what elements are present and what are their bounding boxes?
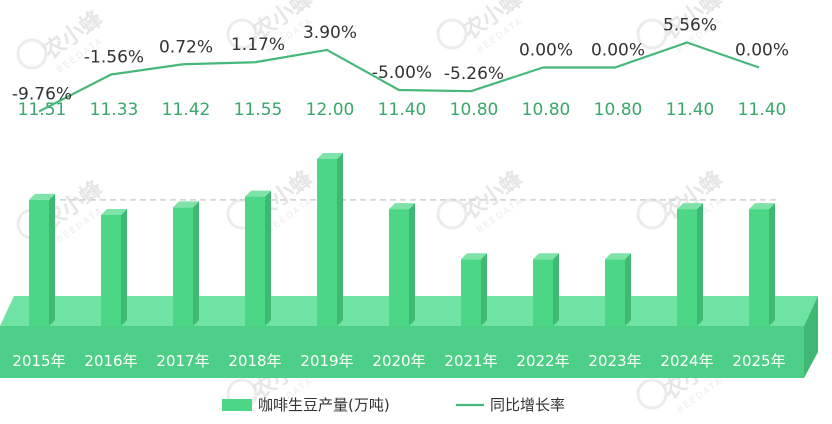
bar-side xyxy=(697,203,703,326)
x-tick-label: 2024年 xyxy=(660,352,713,370)
growth-rate-label: 5.56% xyxy=(663,15,717,35)
growth-rate-label: 3.90% xyxy=(303,23,357,43)
bar-value-label: 11.40 xyxy=(738,100,787,120)
bar xyxy=(533,259,553,326)
bar-side xyxy=(265,190,271,326)
bar-top xyxy=(533,253,559,260)
bar-top xyxy=(749,203,775,210)
bar-value-label: 11.40 xyxy=(378,100,427,120)
watermark-logo-icon xyxy=(16,38,48,70)
x-tick-label: 2022年 xyxy=(516,352,569,370)
x-tick-label: 2020年 xyxy=(372,352,425,370)
bar-top xyxy=(245,190,271,197)
legend-bar-swatch xyxy=(222,399,252,411)
bar xyxy=(605,259,625,326)
bar xyxy=(245,196,265,326)
growth-rate-label: -1.56% xyxy=(84,48,144,68)
watermark-logo-icon xyxy=(226,18,258,50)
growth-rate-label: 0.00% xyxy=(519,41,573,61)
bar-value-label: 11.42 xyxy=(162,100,211,120)
watermark-logo-icon xyxy=(436,18,468,50)
bar-top xyxy=(173,201,199,208)
x-tick-label: 2016年 xyxy=(84,352,137,370)
bar-side xyxy=(337,153,343,326)
x-tick-label: 2023年 xyxy=(588,352,641,370)
bar-side xyxy=(481,253,487,326)
bar-side xyxy=(625,253,631,326)
bar-value-label: 11.55 xyxy=(234,100,283,120)
watermark-logo-icon xyxy=(636,18,668,50)
x-tick-label: 2015年 xyxy=(12,352,65,370)
growth-rate-label: 0.72% xyxy=(159,37,213,57)
bar-top xyxy=(29,193,55,200)
bar xyxy=(389,209,409,326)
bar xyxy=(317,159,337,326)
bar-top xyxy=(605,253,631,260)
bar xyxy=(461,259,481,326)
bar-value-label: 11.33 xyxy=(90,100,139,120)
chart-floor-front xyxy=(0,326,804,378)
bar-side xyxy=(769,203,775,326)
bar-value-label: 12.00 xyxy=(306,100,355,120)
bar-top xyxy=(677,203,703,210)
bar xyxy=(749,209,769,326)
bar-top xyxy=(317,153,343,159)
bar xyxy=(173,207,193,326)
growth-rate-label: 1.17% xyxy=(231,35,285,55)
bar-value-label: 10.80 xyxy=(522,100,571,120)
bar-value-label: 10.80 xyxy=(594,100,643,120)
growth-rate-label: -5.26% xyxy=(444,64,504,84)
x-tick-label: 2021年 xyxy=(444,352,497,370)
bar-value-label: 11.40 xyxy=(666,100,715,120)
legend-bar-label: 咖啡生豆产量(万吨) xyxy=(258,396,390,414)
x-tick-label: 2025年 xyxy=(732,352,785,370)
bar-side xyxy=(49,193,55,326)
bar-side xyxy=(553,253,559,326)
bar-top xyxy=(461,253,487,260)
watermark-logo-icon xyxy=(636,378,668,410)
bar-side xyxy=(121,208,127,326)
bar xyxy=(101,214,121,326)
bar-value-label: 10.80 xyxy=(450,100,499,120)
x-tick-label: 2018年 xyxy=(228,352,281,370)
growth-rate-label: -5.00% xyxy=(372,63,432,83)
growth-rate-label: -9.76% xyxy=(12,84,72,104)
bar xyxy=(29,199,49,326)
bar-side xyxy=(193,201,199,326)
chart-floor-side xyxy=(804,296,818,378)
bar-top xyxy=(389,203,415,210)
bar xyxy=(677,209,697,326)
growth-rate-label: 0.00% xyxy=(591,41,645,61)
legend-line-label: 同比增长率 xyxy=(490,396,565,414)
x-tick-label: 2017年 xyxy=(156,352,209,370)
growth-rate-label: 0.00% xyxy=(735,41,789,61)
x-tick-label: 2019年 xyxy=(300,352,353,370)
bar-top xyxy=(101,208,127,215)
bar-side xyxy=(409,203,415,326)
